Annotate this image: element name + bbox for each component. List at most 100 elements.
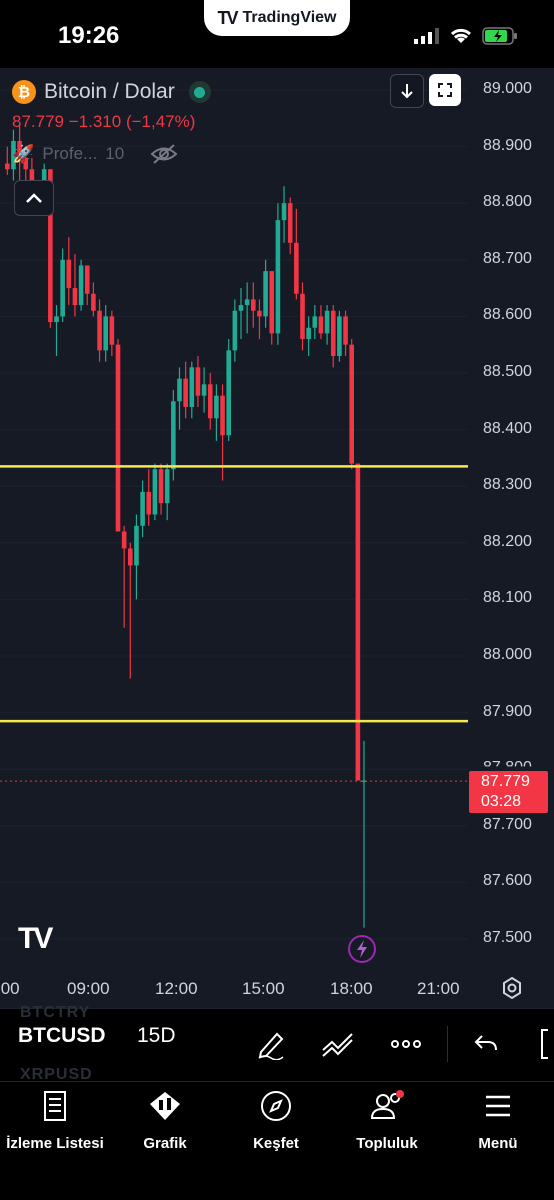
- chart-settings-icon[interactable]: [500, 976, 524, 1000]
- community-icon: [370, 1090, 404, 1119]
- rocket-icon: 🚀: [12, 143, 35, 164]
- scroll-to-realtime-button[interactable]: [390, 74, 424, 108]
- candle-body: [355, 463, 361, 781]
- symbol-header: ₿ Bitcoin / Dolar 87.779 −1.310 (−1,47%): [12, 80, 211, 132]
- candle-body: [109, 316, 115, 345]
- candle-body: [195, 367, 201, 396]
- price-axis-label: 88.300: [483, 476, 532, 494]
- nav-menu[interactable]: Menü: [443, 1090, 553, 1152]
- candle-body: [78, 265, 84, 306]
- interval-selector[interactable]: 15D: [137, 1024, 176, 1047]
- price-axis-label: 88.800: [483, 193, 532, 211]
- candle-body: [201, 384, 207, 396]
- trend-lines-icon[interactable]: [320, 1028, 356, 1060]
- candle-body: [17, 140, 22, 158]
- time-axis-label: 12:00: [155, 979, 198, 998]
- candle-body: [152, 469, 158, 515]
- price-axis-label: 88.000: [483, 646, 532, 663]
- price-axis-label: 88.100: [483, 589, 532, 607]
- candle-body: [312, 316, 318, 328]
- candle-body: [232, 310, 238, 351]
- ticker-selector[interactable]: BTCUSD: [18, 1024, 106, 1047]
- candle-body: [171, 401, 176, 470]
- candle-body: [72, 288, 78, 306]
- candle-body: [263, 271, 268, 317]
- candle-body: [11, 140, 16, 170]
- price-axis-label: 87.900: [483, 702, 532, 720]
- tradingview-pill[interactable]: TV TradingView: [204, 0, 350, 36]
- nav-community-label: Topluluk: [356, 1135, 418, 1152]
- toolbar-divider: [447, 1026, 448, 1062]
- candle-body: [330, 310, 336, 357]
- lightning-event-icon[interactable]: [347, 934, 377, 964]
- candle-body: [66, 259, 72, 289]
- candle-body: [183, 378, 188, 407]
- candle-countdown: 03:28: [481, 793, 522, 810]
- candle-body: [140, 491, 145, 526]
- price-axis-label: 88.400: [483, 419, 532, 437]
- fullscreen-icon: [438, 83, 452, 97]
- market-status-icon[interactable]: [188, 81, 211, 103]
- price-axis-label: 88.500: [483, 363, 532, 380]
- candle-body: [244, 299, 250, 306]
- indicator-value: 10: [105, 144, 125, 163]
- candle-body: [294, 242, 299, 294]
- eye-hidden-icon[interactable]: [150, 143, 178, 165]
- ticker-ghost-above: BTCTRY: [20, 1004, 91, 1021]
- time-axis-label: 18:00: [330, 979, 373, 998]
- nav-watchlist[interactable]: İzleme Listesi: [0, 1090, 110, 1152]
- candle-body: [48, 169, 53, 323]
- nav-community[interactable]: Topluluk: [332, 1090, 442, 1152]
- nav-chart[interactable]: Grafik: [110, 1090, 220, 1152]
- time-axis-label: 21:00: [417, 979, 460, 998]
- price-axis-label: 87.500: [483, 929, 532, 946]
- candle-body: [238, 305, 244, 311]
- candle-body: [275, 220, 281, 334]
- candle-body: [281, 203, 287, 221]
- candle-body: [121, 531, 127, 549]
- menu-icon: [486, 1095, 510, 1117]
- candle-body: [91, 293, 96, 311]
- nav-explore[interactable]: Keşfet: [221, 1090, 331, 1152]
- price-change-pct: (−1,47%): [125, 112, 196, 131]
- collapse-legend-button[interactable]: [14, 180, 54, 216]
- nav-explore-label: Keşfet: [253, 1135, 299, 1152]
- candle-body: [23, 157, 29, 170]
- tradingview-watermark-icon: TV: [18, 922, 53, 955]
- candle-body: [164, 469, 170, 504]
- candle-body: [269, 271, 275, 334]
- candle-body: [300, 293, 305, 340]
- candle-body: [306, 327, 311, 340]
- bottom-nav: [0, 1081, 554, 1200]
- compass-icon: [261, 1091, 291, 1121]
- signal-icon: [414, 28, 439, 44]
- candle-body: [226, 350, 231, 436]
- redo-partial-icon[interactable]: [536, 1028, 554, 1060]
- watchlist-icon: [44, 1091, 66, 1121]
- candle-body: [257, 310, 262, 317]
- candle-body: [5, 163, 10, 170]
- nav-watchlist-label: İzleme Listesi: [6, 1135, 104, 1152]
- time-axis-label: 15:00: [242, 979, 285, 998]
- price-chart[interactable]: [0, 68, 554, 1008]
- ticker-ghost-below: XRPUSD: [20, 1066, 93, 1083]
- fullscreen-button[interactable]: [429, 74, 461, 106]
- more-icon[interactable]: [389, 1028, 423, 1060]
- candle-body: [97, 310, 102, 351]
- candle-body: [54, 316, 59, 323]
- candle-body: [287, 203, 293, 243]
- time-axis-label: :00: [0, 979, 20, 998]
- drawing-pen-icon[interactable]: [255, 1028, 287, 1060]
- indicator-row[interactable]: 🚀 Profe... 10: [12, 143, 178, 165]
- price-axis-label: 88.900: [483, 136, 532, 154]
- candle-body: [115, 344, 121, 532]
- symbol-name[interactable]: Bitcoin / Dolar: [44, 80, 175, 103]
- bitcoin-icon: ₿: [12, 80, 36, 104]
- candle-body: [220, 395, 225, 436]
- undo-icon[interactable]: [472, 1028, 500, 1060]
- candle-body: [84, 265, 90, 294]
- tradingview-logo-icon: TV: [217, 7, 239, 28]
- chart-area[interactable]: [0, 68, 554, 1008]
- price-change: −1.310: [68, 112, 122, 131]
- status-bar: 19:26 TV TradingView: [0, 0, 554, 68]
